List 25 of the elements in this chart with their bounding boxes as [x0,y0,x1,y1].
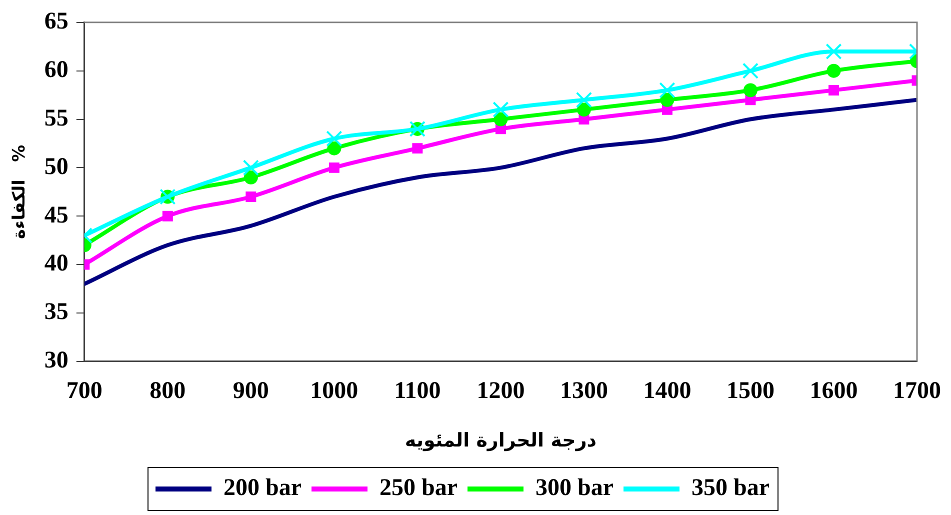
y-tick-label: 55 [44,105,68,132]
y-tick-label: 35 [44,299,68,326]
x-tick-label: 1600 [810,378,858,404]
legend-label: 300 bar [536,475,614,502]
x-tick-label: 900 [232,378,269,404]
y-tick-label: 60 [44,57,68,84]
legend-label: 250 bar [380,475,458,502]
y-axis-title: الكفاءة % [10,144,30,240]
legend-label: 350 bar [692,475,770,502]
y-tick-label: 40 [44,250,68,277]
y-tick-label: 50 [44,154,68,180]
legend-label: 200 bar [224,475,302,502]
x-tick-label: 1400 [643,378,692,404]
x-tick-label: 1300 [560,378,608,404]
x-tick-label: 800 [150,378,186,404]
x-tick-label: 1700 [893,378,941,404]
x-tick-label: 1000 [310,378,358,404]
x-tick-label: 1100 [394,378,441,404]
x-tick-label: 1200 [476,378,525,404]
x-tick-label: 1500 [726,378,774,404]
x-axis-title: درجة الحرارة المئويه [404,430,597,452]
y-tick-label: 45 [44,202,68,228]
y-tick-label: 30 [44,348,68,374]
y-tick-label: 65 [44,8,68,35]
x-tick-label: 700 [66,378,102,404]
